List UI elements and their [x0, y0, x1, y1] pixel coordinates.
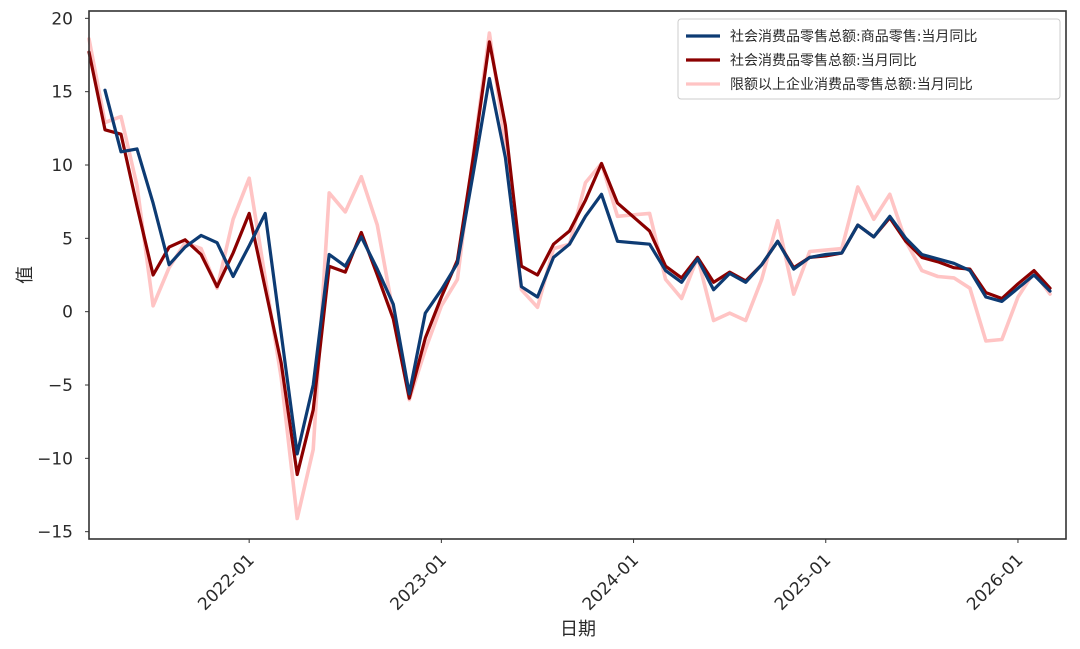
x-axis-ticks: 2022-01 2023-01 2024-01 2025-01 2026-01: [194, 539, 1027, 615]
x-tick-label: 2022-01: [194, 550, 258, 614]
legend-label-2: 限额以上企业消费品零售总额:当月同比: [730, 76, 973, 93]
y-tick-label: 0: [62, 303, 73, 323]
y-tick-label: 15: [51, 83, 73, 103]
legend-box: [677, 18, 1061, 100]
legend-label-0: 社会消费品零售总额:商品零售:当月同比: [730, 29, 977, 45]
y-axis-title: 值: [15, 266, 36, 284]
legend-label-1: 社会消费品零售总额:当月同比: [730, 53, 917, 69]
x-tick-label: 2026-01: [963, 550, 1027, 614]
series-line-1: [87, 40, 1052, 477]
x-tick-label: 2023-01: [387, 550, 451, 614]
y-tick-label: −15: [37, 523, 73, 543]
y-tick-label: −10: [37, 449, 73, 469]
x-axis-title: 日期: [560, 619, 596, 640]
series-line-0: [103, 76, 1052, 456]
series-layer: [87, 31, 1052, 521]
y-axis-ticks: −15 −10 −5 0 5 10 15 20: [37, 9, 89, 543]
x-tick-label: 2024-01: [579, 550, 643, 614]
y-tick-label: −5: [48, 376, 73, 396]
x-tick-label: 2025-01: [771, 550, 835, 614]
y-tick-label: 20: [51, 9, 73, 29]
y-tick-label: 10: [51, 156, 73, 176]
legend: 社会消费品零售总额:商品零售:当月同比社会消费品零售总额:当月同比限额以上企业消…: [677, 18, 1061, 100]
y-tick-label: 5: [62, 229, 73, 249]
plot-frame: [88, 10, 1067, 540]
